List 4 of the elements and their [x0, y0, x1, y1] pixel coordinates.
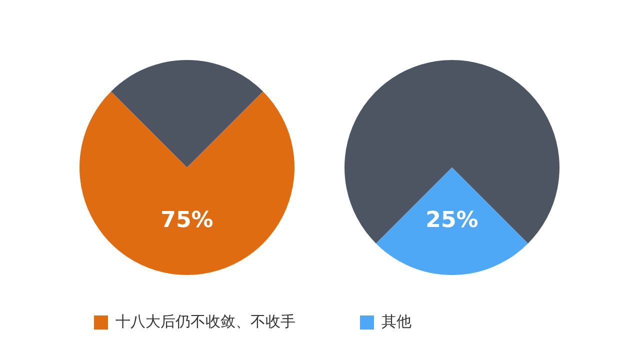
legend-label: 十八大后仍不收敛、不收手	[116, 312, 296, 330]
legend-label: 其他	[382, 312, 412, 330]
data-label: 75%	[160, 208, 214, 233]
data-label: 25%	[426, 208, 478, 233]
